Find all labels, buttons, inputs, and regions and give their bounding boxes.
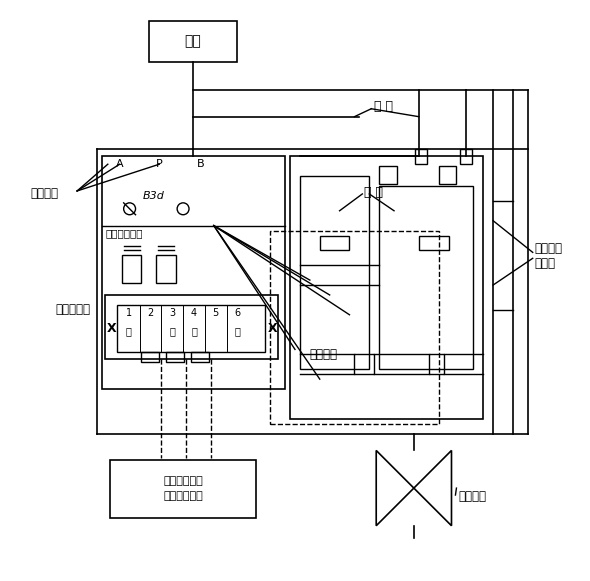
Text: 回讯器: 回讯器: [535, 257, 556, 270]
Bar: [438, 166, 457, 184]
Text: 防爆软管: 防爆软管: [310, 348, 338, 361]
Bar: [191, 353, 209, 363]
Text: X: X: [267, 322, 277, 335]
Bar: [142, 353, 159, 363]
Bar: [149, 20, 237, 62]
Text: 5: 5: [212, 308, 219, 318]
Bar: [156, 255, 176, 283]
Text: 4: 4: [191, 308, 197, 318]
Bar: [320, 235, 349, 250]
Bar: [117, 305, 266, 353]
Bar: [419, 235, 448, 250]
Bar: [110, 460, 257, 518]
Text: 气 缆: 气 缆: [365, 187, 384, 199]
Bar: [290, 156, 483, 419]
Text: 气源: 气源: [185, 34, 201, 48]
Bar: [460, 149, 472, 164]
Text: 1: 1: [126, 308, 132, 318]
Text: 回讯信号输入: 回讯信号输入: [163, 491, 203, 501]
Bar: [270, 231, 438, 424]
Text: 2: 2: [148, 308, 153, 318]
Bar: [415, 149, 427, 164]
Text: 开: 开: [191, 327, 197, 336]
Text: 3: 3: [169, 308, 175, 318]
Text: 关: 关: [126, 327, 132, 336]
Text: B3d: B3d: [142, 191, 164, 201]
Bar: [166, 353, 184, 363]
Text: 关: 关: [235, 327, 241, 336]
Bar: [105, 295, 278, 359]
Bar: [102, 156, 285, 389]
Text: 气 管: 气 管: [374, 101, 394, 113]
Text: B: B: [197, 159, 205, 169]
Bar: [429, 354, 444, 374]
Bar: [122, 255, 142, 283]
Bar: [379, 186, 473, 370]
Bar: [379, 166, 397, 184]
Text: 防爆阀位: 防爆阀位: [535, 242, 563, 255]
Text: 控制信号输出: 控制信号输出: [163, 476, 203, 486]
Text: 防爆控制筘: 防爆控制筘: [55, 303, 90, 316]
Bar: [300, 176, 369, 370]
Text: 气动闸阀: 气动闸阀: [458, 490, 486, 503]
Bar: [355, 354, 374, 374]
Text: P: P: [156, 159, 163, 169]
Text: 电磁气阀线圈: 电磁气阀线圈: [106, 228, 143, 239]
Text: X: X: [107, 322, 117, 335]
Text: 手控按鈕: 手控按鈕: [31, 188, 58, 200]
Text: A: A: [116, 159, 123, 169]
Text: 开: 开: [169, 327, 175, 336]
Text: 6: 6: [234, 308, 241, 318]
